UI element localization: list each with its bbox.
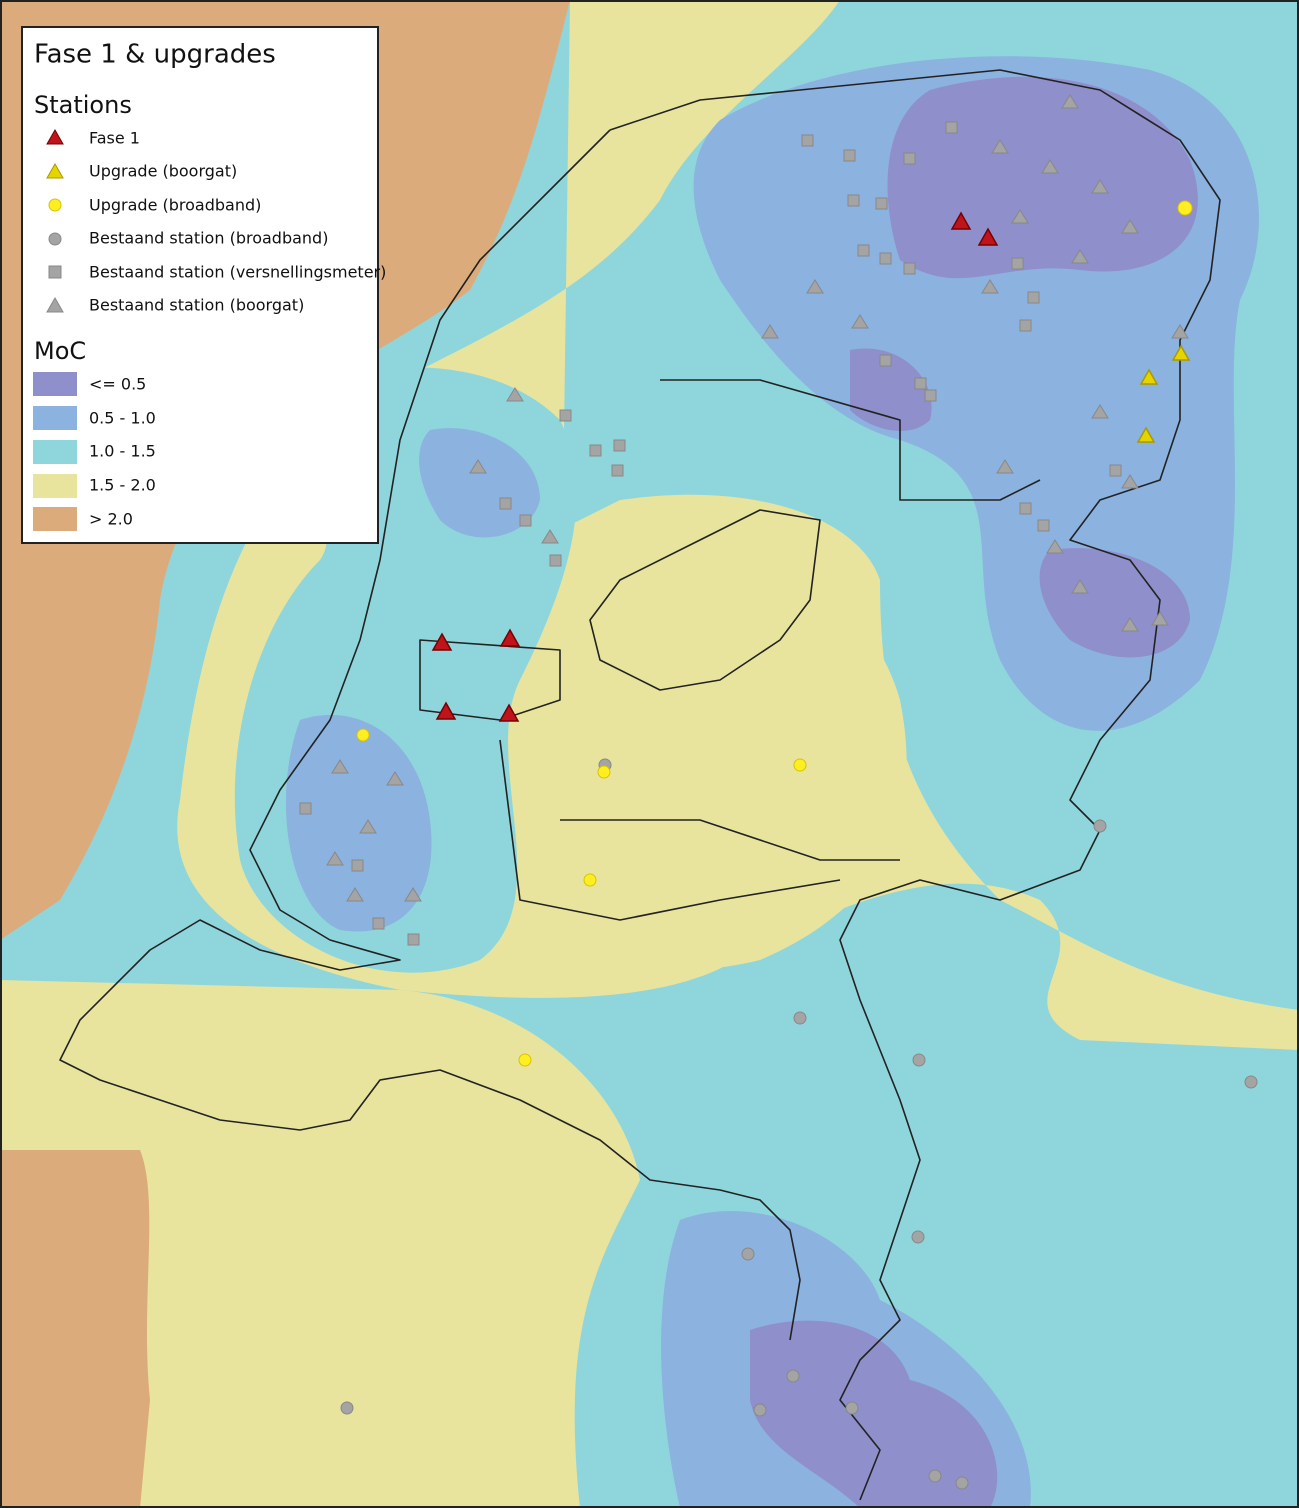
legend-swatch xyxy=(33,507,77,531)
legend-label: > 2.0 xyxy=(89,510,133,529)
legend-symbol xyxy=(48,232,62,246)
legend-label: 0.5 - 1.0 xyxy=(89,409,156,428)
stations xyxy=(299,94,1258,1490)
legend-swatch xyxy=(33,372,77,396)
legend-label: Upgrade (boorgat) xyxy=(89,162,237,181)
legend-label: Bestaand station (boorgat) xyxy=(89,296,304,315)
legend-label: Bestaand station (versnellingsmeter) xyxy=(89,263,386,282)
legend-heading: Stations xyxy=(34,91,132,119)
legend-label: 1.5 - 2.0 xyxy=(89,476,156,495)
legend-symbol xyxy=(46,128,64,145)
legend-heading: MoC xyxy=(34,337,86,365)
legend-symbol xyxy=(48,198,62,212)
legend-swatch xyxy=(33,474,77,498)
legend-label: 1.0 - 1.5 xyxy=(89,442,156,461)
legend-symbol xyxy=(46,296,64,313)
legend-swatch xyxy=(33,440,77,464)
legend-label: Fase 1 xyxy=(89,129,140,148)
legend-label: <= 0.5 xyxy=(89,375,146,394)
legend-swatch xyxy=(33,406,77,430)
legend-label: Upgrade (broadband) xyxy=(89,196,261,215)
legend-symbol xyxy=(48,265,62,279)
legend: Fase 1 & upgrades Stations Fase 1 Upgrad… xyxy=(21,26,386,544)
borders xyxy=(59,69,1221,1501)
legend-symbol xyxy=(46,162,64,179)
legend-title: Fase 1 & upgrades xyxy=(34,40,276,70)
legend-label: Bestaand station (broadband) xyxy=(89,229,328,248)
